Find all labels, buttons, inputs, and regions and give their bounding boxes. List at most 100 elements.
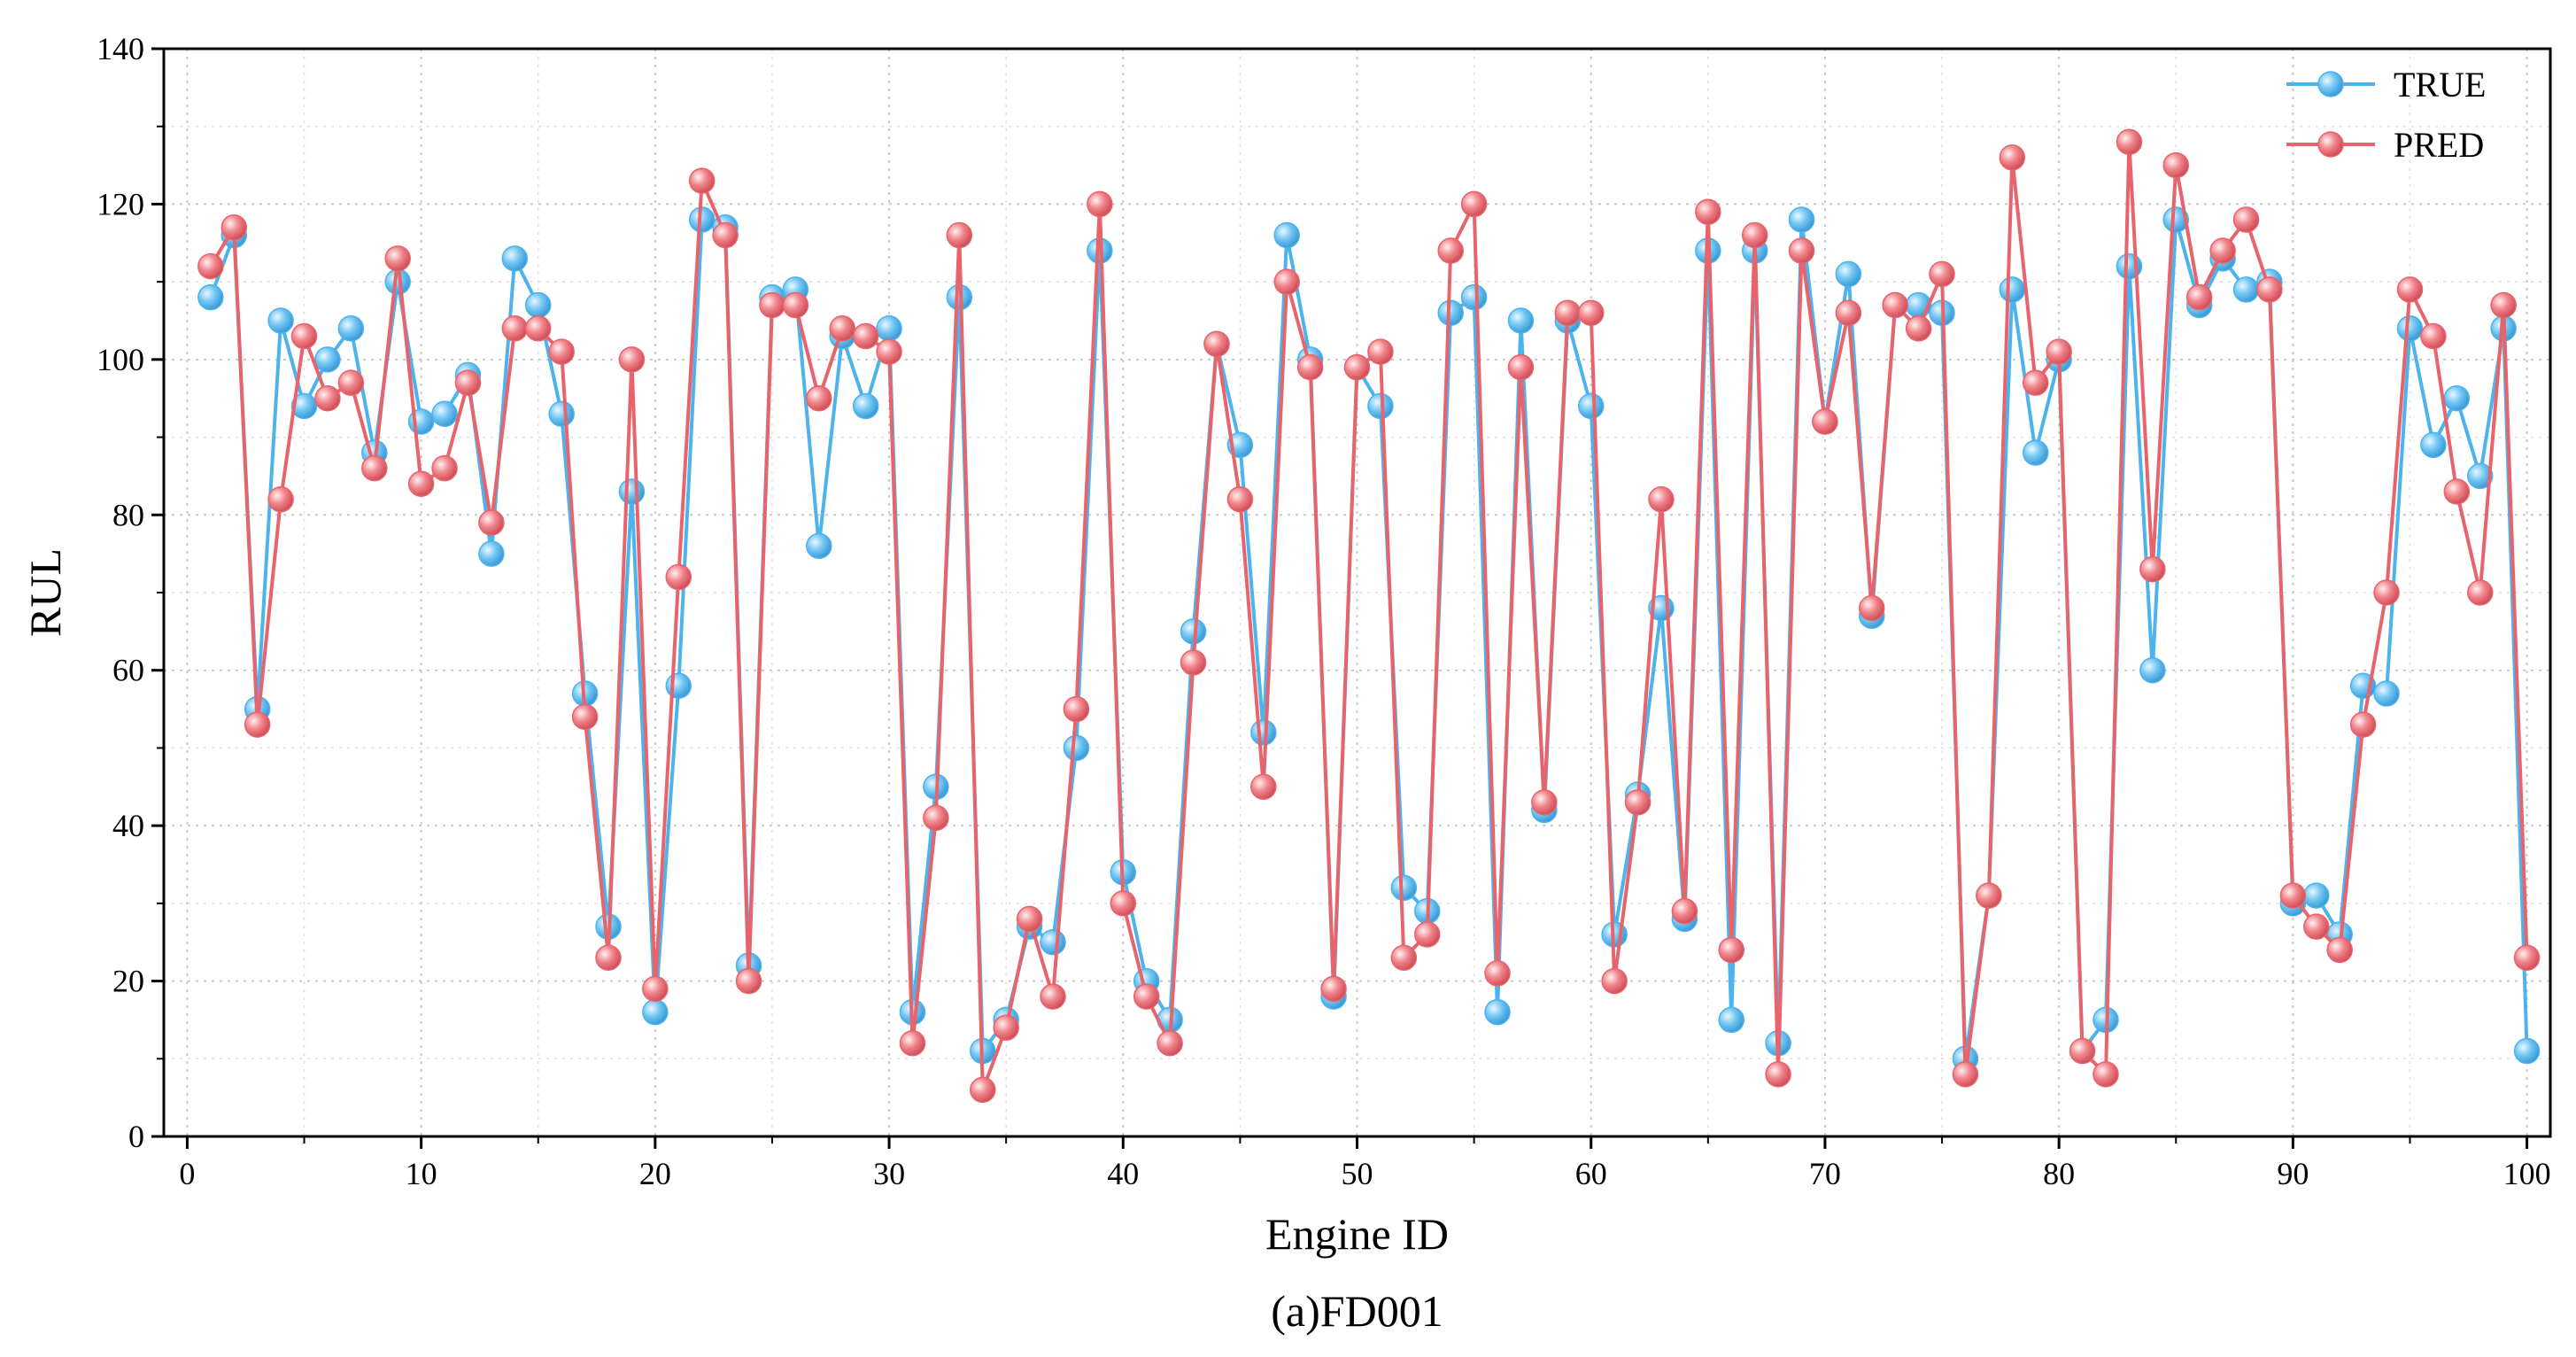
data-point-pred (1273, 268, 1300, 295)
data-point-pred (1156, 1029, 1183, 1057)
data-point-pred (1859, 594, 1885, 622)
data-point-pred (665, 563, 692, 591)
data-point-pred (1087, 190, 1113, 218)
data-point-pred (1250, 773, 1277, 801)
data-point-pred (1577, 299, 1605, 326)
data-point-pred (1484, 960, 1511, 987)
data-point-pred (1999, 144, 2026, 171)
data-point-pred (1296, 353, 1324, 381)
data-point-pred (2093, 1061, 2119, 1088)
series-line-true (208, 218, 2529, 1061)
data-point-pred (970, 1076, 996, 1104)
data-point-pred (899, 1029, 926, 1057)
data-point-pred (1929, 260, 1955, 288)
y-axis-title: RUL (20, 548, 70, 637)
data-point-pred (2420, 322, 2447, 350)
legend-label: TRUE (2394, 65, 2486, 105)
data-point-pred (1531, 789, 1558, 816)
data-point-pred (1133, 983, 1160, 1010)
data-point-pred (829, 315, 855, 342)
data-point-pred (1180, 649, 1207, 676)
data-point-pred (524, 315, 552, 342)
data-point-pred (1063, 695, 1090, 723)
x-tick-label: 0 (179, 1156, 195, 1191)
series-line-pred (209, 140, 2529, 1092)
data-point-pred (1390, 944, 1418, 972)
data-point-pred (1343, 353, 1371, 381)
x-tick-label: 40 (1107, 1156, 1139, 1191)
data-point-pred (618, 346, 646, 373)
x-tick-label: 80 (2043, 1156, 2075, 1191)
data-point-pred (2326, 936, 2353, 964)
data-point-true (1437, 299, 1464, 326)
data-point-pred (1554, 299, 1582, 326)
data-point-pred (1812, 408, 1838, 435)
y-tick-label: 0 (128, 1119, 144, 1154)
data-point-true (1040, 928, 1066, 956)
data-point-pred (806, 384, 832, 412)
data-point-pred (595, 944, 622, 972)
legend: TRUE PRED (2286, 65, 2486, 165)
data-point-true (642, 998, 669, 1026)
data-point-pred (407, 470, 435, 497)
y-tick-label: 100 (97, 342, 144, 377)
data-point-pred (2256, 276, 2283, 303)
data-point-true (1835, 260, 1862, 288)
data-point-pred (712, 221, 739, 249)
data-point-pred (2373, 579, 2400, 606)
data-point-pred (1016, 905, 1043, 933)
data-point-true (290, 392, 318, 420)
data-point-pred (2466, 579, 2494, 606)
data-point-pred (1741, 221, 1768, 249)
data-point-pred (197, 252, 224, 280)
data-point-pred (923, 804, 949, 832)
data-point-true (1718, 1006, 1744, 1034)
data-point-true (1273, 221, 1300, 249)
x-axis-title: Engine ID (1265, 1209, 1449, 1259)
data-point-pred (1671, 897, 1698, 925)
data-point-pred (1765, 1061, 1791, 1088)
data-point-pred (1437, 237, 1464, 264)
legend-marker (2317, 131, 2344, 158)
x-tick-label: 60 (1575, 1156, 1607, 1191)
data-point-pred (2232, 206, 2260, 233)
data-point-pred (1788, 237, 1815, 264)
data-point-true (197, 283, 224, 311)
data-point-pred (361, 454, 388, 482)
data-point-true (2373, 680, 2400, 707)
x-tick-label: 100 (2503, 1156, 2551, 1191)
data-point-pred (571, 703, 599, 731)
data-point-true (876, 315, 902, 342)
data-point-pred (1648, 485, 1675, 513)
y-tick-label: 20 (112, 964, 144, 999)
data-point-true (314, 346, 341, 373)
data-point-true (337, 315, 365, 342)
x-tick-label: 90 (2277, 1156, 2309, 1191)
data-point-true (1788, 206, 1815, 233)
data-point-true (1390, 874, 1418, 902)
data-point-pred (2396, 276, 2424, 303)
data-point-pred (267, 485, 294, 513)
data-point-pred (2162, 151, 2190, 179)
data-point-true (2139, 656, 2166, 684)
data-point-pred (1460, 190, 1488, 218)
legend-marker (2317, 71, 2344, 97)
data-point-pred (244, 711, 271, 738)
data-point-true (688, 206, 716, 233)
data-point-pred (2046, 338, 2072, 365)
data-point-true (806, 532, 832, 560)
data-point-pred (1952, 1061, 1979, 1088)
data-point-pred (2349, 711, 2377, 738)
data-point-true (1484, 998, 1511, 1026)
data-point-pred (2116, 128, 2143, 156)
data-point-pred (290, 322, 318, 350)
data-point-pred (759, 291, 785, 319)
data-point-true (1460, 283, 1488, 311)
data-point-true (2022, 439, 2049, 466)
data-point-pred (431, 454, 458, 482)
x-tick-label: 20 (639, 1156, 671, 1191)
data-point-true (1507, 307, 1535, 334)
data-point-pred (1320, 975, 1347, 1003)
x-tick-label: 10 (406, 1156, 437, 1191)
